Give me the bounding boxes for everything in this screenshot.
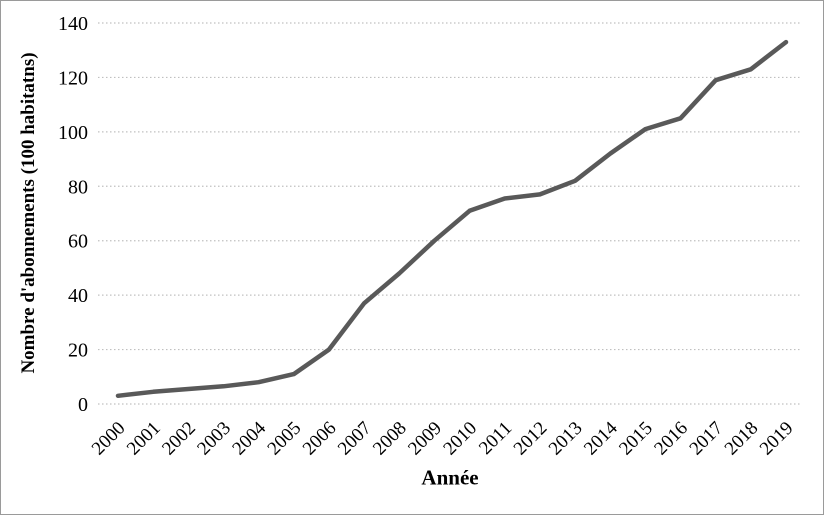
y-tick-label: 60 bbox=[68, 231, 88, 253]
x-tick-label: 2013 bbox=[545, 418, 587, 460]
x-tick-label: 2006 bbox=[299, 418, 341, 460]
x-axis-title: Année bbox=[421, 465, 479, 490]
x-tick-label: 2018 bbox=[721, 418, 763, 460]
x-tick-label: 2000 bbox=[88, 418, 130, 460]
y-tick-label: 0 bbox=[78, 394, 88, 416]
x-tick-label: 2012 bbox=[510, 418, 552, 460]
y-tick-label: 120 bbox=[58, 67, 88, 89]
x-tick-label: 2017 bbox=[686, 418, 728, 460]
y-tick-label: 80 bbox=[68, 176, 88, 198]
x-tick-label: 2014 bbox=[580, 417, 622, 459]
x-tick-label: 2016 bbox=[650, 418, 692, 460]
y-axis-title: Nombre d'abonnements (100 habitatns) bbox=[18, 52, 39, 374]
x-tick-label: 2008 bbox=[369, 418, 411, 460]
x-tick-label: 2002 bbox=[158, 418, 200, 460]
x-tick-label: 2005 bbox=[264, 418, 306, 460]
x-tick-label: 2009 bbox=[404, 418, 446, 460]
y-tick-label: 100 bbox=[58, 122, 88, 144]
x-tick-label: 2011 bbox=[475, 418, 516, 459]
x-tick-label: 2003 bbox=[193, 418, 235, 460]
x-tick-label: 2004 bbox=[228, 417, 270, 459]
y-tick-label: 140 bbox=[58, 13, 88, 35]
y-tick-label: 20 bbox=[68, 340, 88, 362]
x-tick-label: 2001 bbox=[123, 418, 165, 460]
x-tick-label: 2019 bbox=[756, 418, 798, 460]
y-tick-label: 40 bbox=[68, 285, 88, 307]
series-line bbox=[115, 39, 789, 399]
x-tick-label: 2007 bbox=[334, 418, 376, 460]
x-tick-label: 2010 bbox=[439, 418, 481, 460]
x-tick-label: 2015 bbox=[615, 418, 657, 460]
